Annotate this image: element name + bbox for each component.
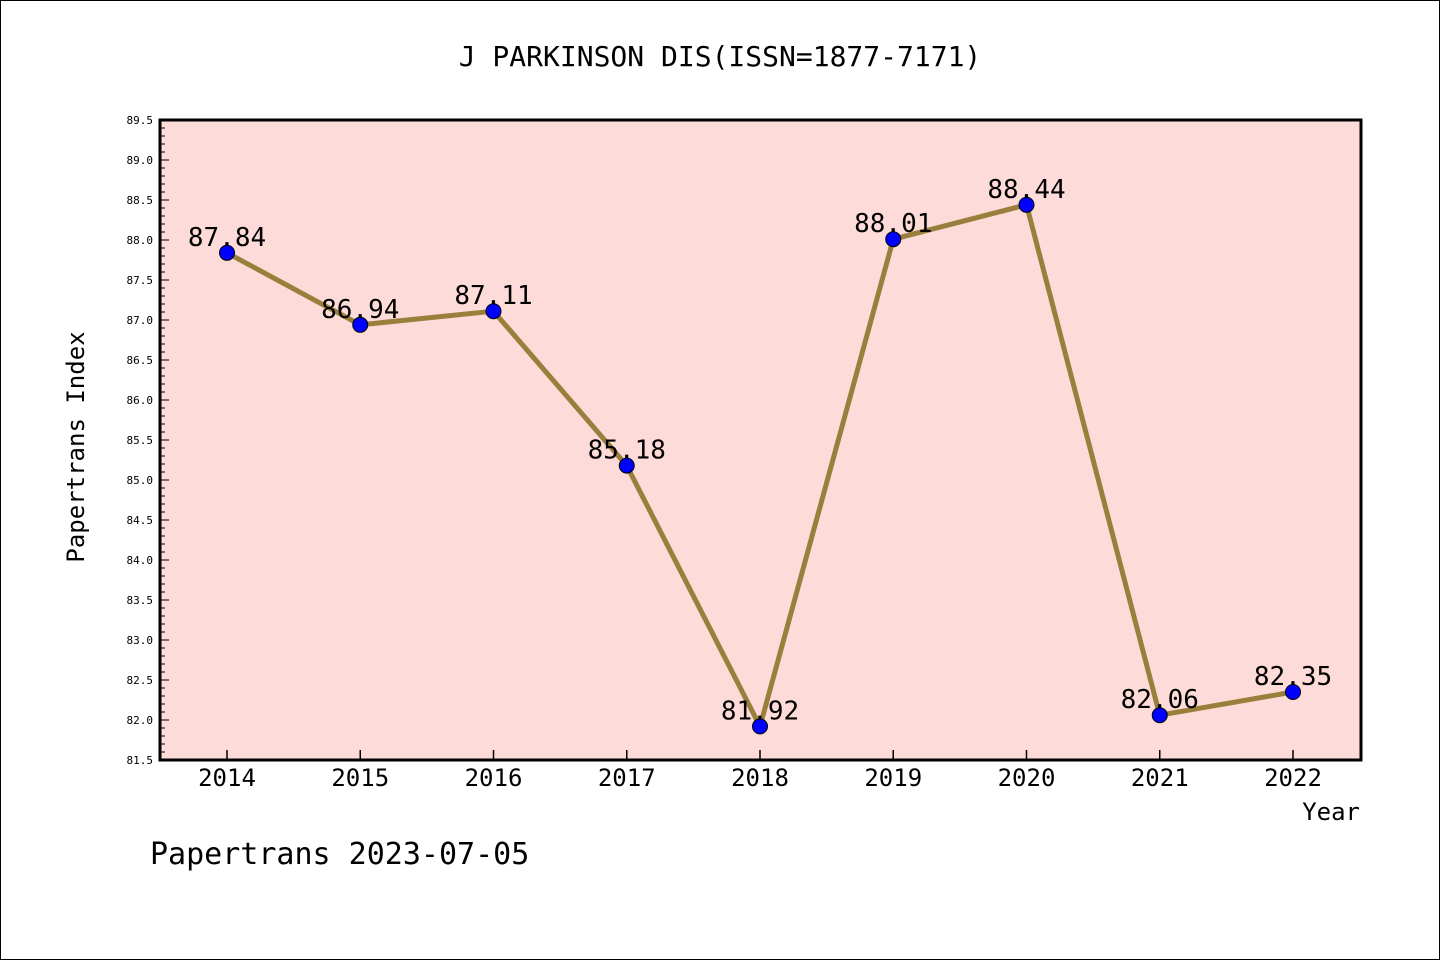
footer-text: Papertrans 2023-07-05 xyxy=(150,837,529,872)
y-tick-label: 88.5 xyxy=(127,194,154,207)
y-tick-label: 85.5 xyxy=(127,434,154,447)
chart-title: J PARKINSON DIS(ISSN=1877-7171) xyxy=(459,40,982,73)
data-label: 87.84 xyxy=(188,223,266,253)
y-tick-label: 84.5 xyxy=(127,514,154,527)
data-label: 86.94 xyxy=(321,295,399,325)
data-point xyxy=(752,718,768,735)
x-tick-label: 2019 xyxy=(864,764,922,792)
y-axis-ticks: 81.5 82.0 82.5 83.0 83.5 84.0 84.5 85.0 85.5 86.0… xyxy=(127,114,169,767)
x-tick-label: 2020 xyxy=(998,764,1056,792)
y-tick-label: 85.0 xyxy=(127,474,154,487)
x-axis-ticks: 2014 2015 2016 2017 2018 2019 2020 2021 2022 xyxy=(198,750,1322,792)
data-point xyxy=(219,244,235,261)
data-label: 82.06 xyxy=(1121,685,1199,715)
data-point xyxy=(485,303,502,320)
x-tick-label: 2016 xyxy=(465,764,523,792)
y-tick-label: 89.5 xyxy=(127,114,154,127)
y-tick-label: 89.0 xyxy=(127,154,154,167)
x-tick-label: 2017 xyxy=(598,764,656,792)
x-axis-label: Year xyxy=(1302,798,1360,826)
y-tick-label: 81.5 xyxy=(127,754,154,767)
x-tick-label: 2018 xyxy=(731,764,789,792)
x-tick-label: 2014 xyxy=(198,764,256,792)
data-point xyxy=(1285,684,1301,700)
data-label: 82.35 xyxy=(1254,662,1332,692)
data-point xyxy=(352,316,369,333)
y-tick-label: 88.0 xyxy=(127,234,154,247)
data-series: 87.84 86.94 87.11 85.18 81.92 88.01 88.44 82.06… xyxy=(188,175,1332,735)
plot-area xyxy=(158,118,1363,762)
y-tick-label: 87.0 xyxy=(127,314,154,327)
data-point xyxy=(618,457,635,474)
y-tick-label: 86.0 xyxy=(127,394,154,407)
data-label: 81.92 xyxy=(721,696,799,726)
x-tick-label: 2015 xyxy=(331,764,389,792)
y-tick-label: 83.0 xyxy=(127,634,154,647)
x-tick-label: 2021 xyxy=(1131,764,1189,792)
y-tick-label: 84.0 xyxy=(127,554,154,567)
y-tick-label: 87.5 xyxy=(127,274,154,287)
data-label: 85.18 xyxy=(588,436,666,466)
y-tick-label: 83.5 xyxy=(127,594,154,607)
data-label: 88.01 xyxy=(854,209,932,239)
data-point xyxy=(1018,196,1035,213)
data-point xyxy=(1151,707,1168,724)
data-label: 88.44 xyxy=(987,175,1065,205)
y-axis-label: Papertrans Index xyxy=(62,331,90,562)
x-tick-label: 2022 xyxy=(1264,764,1322,792)
data-point xyxy=(885,231,902,248)
data-label: 87.11 xyxy=(454,281,532,311)
y-tick-label: 82.5 xyxy=(127,674,154,687)
y-tick-label: 86.5 xyxy=(127,354,154,367)
y-tick-label: 82.0 xyxy=(127,714,154,727)
